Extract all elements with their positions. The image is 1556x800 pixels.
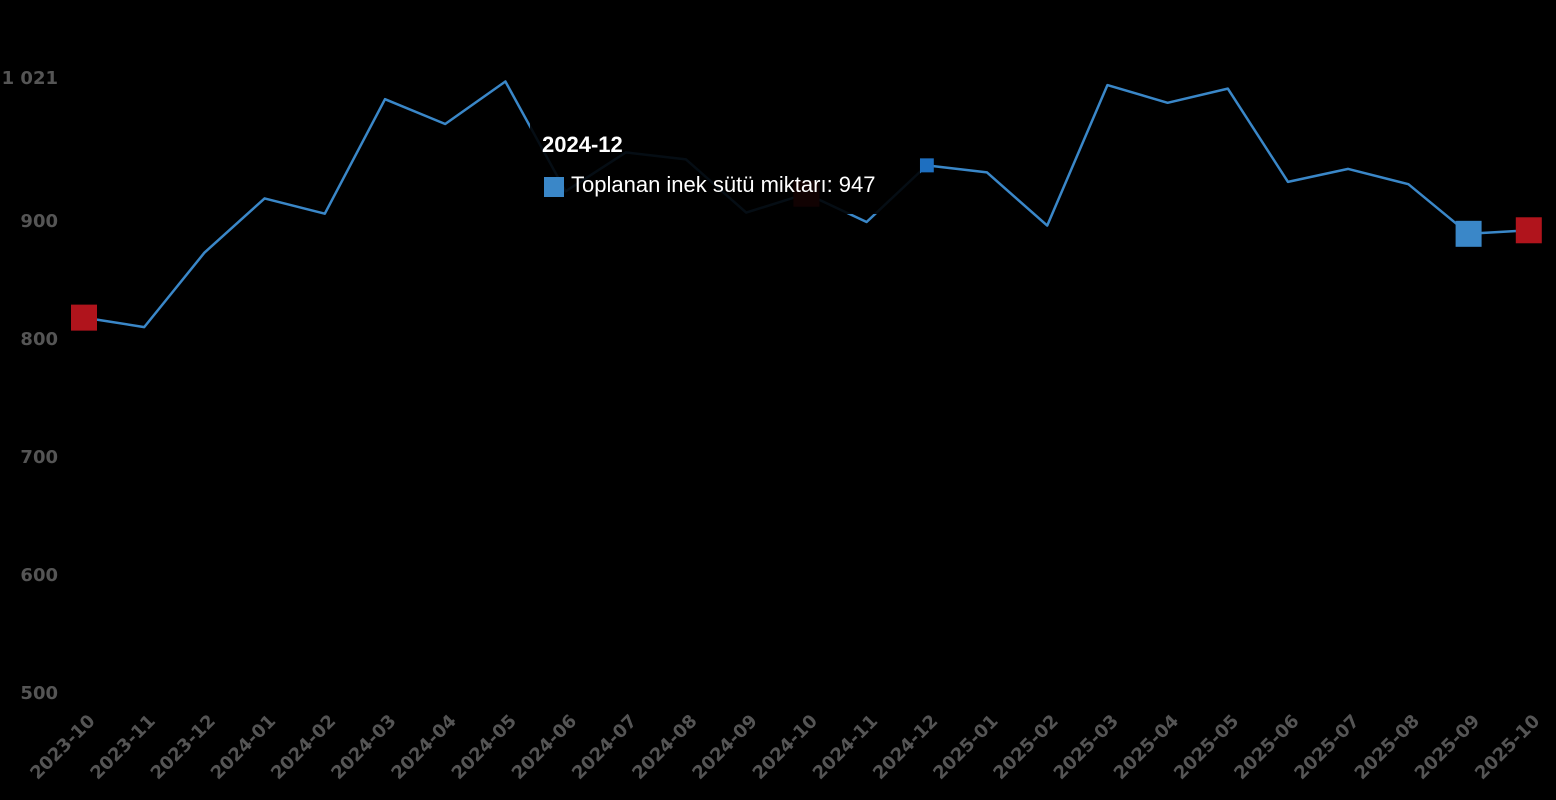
x-tick-label: 2024-05: [448, 711, 521, 784]
hover-marker: [919, 158, 934, 173]
tooltip-value: Toplanan inek sütü miktarı: 947: [571, 172, 876, 197]
x-tick-label: 2024-08: [628, 711, 701, 784]
x-tick-label: 2025-03: [1050, 711, 1123, 784]
highlight-marker[interactable]: [71, 304, 97, 331]
y-tick-label: 800: [20, 329, 58, 350]
x-tick-label: 2024-10: [749, 711, 822, 784]
x-tick-label: 2024-06: [508, 711, 581, 784]
x-tick-label: 2025-08: [1351, 711, 1424, 784]
highlight-marker[interactable]: [1455, 220, 1482, 247]
y-tick-label: 1 021: [2, 68, 58, 89]
x-tick-label: 2024-02: [267, 711, 340, 784]
x-axis: 2023-102023-112023-122024-012024-022024-…: [26, 711, 1544, 784]
y-tick-label: 600: [20, 565, 58, 586]
x-tick-label: 2025-05: [1170, 711, 1243, 784]
tooltip-title: 2024-12: [542, 132, 623, 157]
x-tick-label: 2023-11: [86, 711, 159, 784]
y-tick-label: 700: [20, 447, 58, 468]
x-tick-label: 2024-03: [327, 711, 400, 784]
x-tick-label: 2023-10: [26, 711, 99, 784]
x-tick-label: 2025-06: [1230, 711, 1303, 784]
x-tick-label: 2024-12: [869, 711, 942, 784]
y-tick-label: 900: [20, 211, 58, 232]
tooltip-series-swatch: [544, 177, 564, 197]
x-tick-label: 2025-07: [1290, 711, 1363, 784]
y-tick-label: 500: [20, 683, 58, 704]
x-tick-label: 2024-09: [688, 711, 761, 784]
x-tick-label: 2025-09: [1411, 711, 1484, 784]
x-tick-label: 2025-02: [989, 711, 1062, 784]
x-tick-label: 2025-01: [929, 711, 1002, 784]
x-tick-label: 2024-07: [568, 711, 641, 784]
highlight-marker[interactable]: [1515, 217, 1542, 244]
x-tick-label: 2024-11: [809, 711, 882, 784]
x-tick-label: 2023-12: [147, 711, 220, 784]
x-tick-label: 2024-01: [207, 711, 280, 784]
x-tick-label: 2024-04: [387, 711, 460, 784]
chart-tooltip: 2024-12 Toplanan inek sütü miktarı: 947: [530, 122, 920, 214]
y-axis: 500 600 700 800 900 1 021: [2, 68, 58, 704]
x-tick-label: 2025-04: [1110, 711, 1183, 784]
x-tick-label: 2025-10: [1471, 711, 1544, 784]
